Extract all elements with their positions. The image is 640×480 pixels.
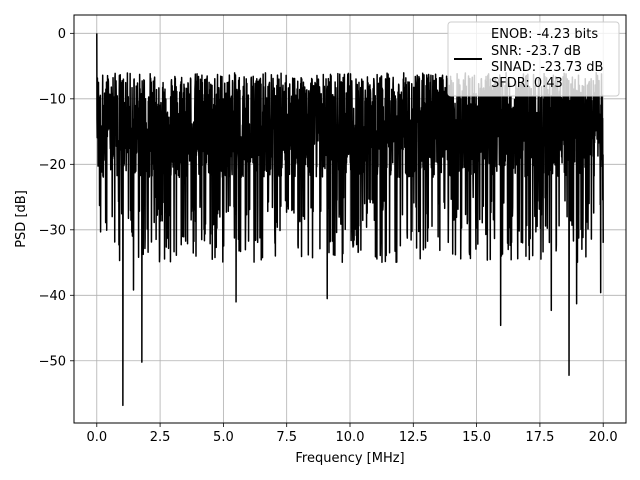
x-tick-label: 15.0 (462, 430, 491, 445)
y-tick-label: −30 (39, 223, 66, 238)
x-ticks: 0.0 2.5 5.0 7.5 10.0 12.5 15.0 17.5 20.0 (86, 423, 618, 445)
legend-sinad: SINAD: -23.73 dB (491, 60, 603, 75)
y-tick-label: −50 (39, 354, 66, 369)
legend-snr: SNR: -23.7 dB (491, 44, 581, 59)
x-tick-label: 2.5 (150, 430, 171, 445)
y-tick-label: −20 (39, 158, 66, 173)
y-tick-label: 0 (58, 27, 66, 42)
x-tick-label: 10.0 (336, 430, 365, 445)
series-layer (96, 33, 604, 407)
psd-series-line (96, 33, 604, 407)
x-tick-label: 5.0 (213, 430, 234, 445)
y-axis-label: PSD [dB] (14, 190, 29, 248)
legend-sfdr: SFDR: 0.43 (491, 76, 563, 91)
y-tick-label: −10 (39, 92, 66, 107)
x-tick-label: 20.0 (589, 430, 618, 445)
legend-enob: ENOB: -4.23 bits (491, 27, 598, 42)
y-ticks: 0 −10 −20 −30 −40 −50 (39, 27, 74, 369)
x-tick-label: 17.5 (525, 430, 554, 445)
x-tick-label: 0.0 (86, 430, 107, 445)
x-axis-label: Frequency [MHz] (295, 451, 404, 466)
x-tick-label: 12.5 (399, 430, 428, 445)
x-tick-label: 7.5 (276, 430, 297, 445)
legend: ENOB: -4.23 bits SNR: -23.7 dB SINAD: -2… (447, 21, 620, 97)
y-tick-label: −40 (39, 289, 66, 304)
legend-box (447, 21, 620, 97)
